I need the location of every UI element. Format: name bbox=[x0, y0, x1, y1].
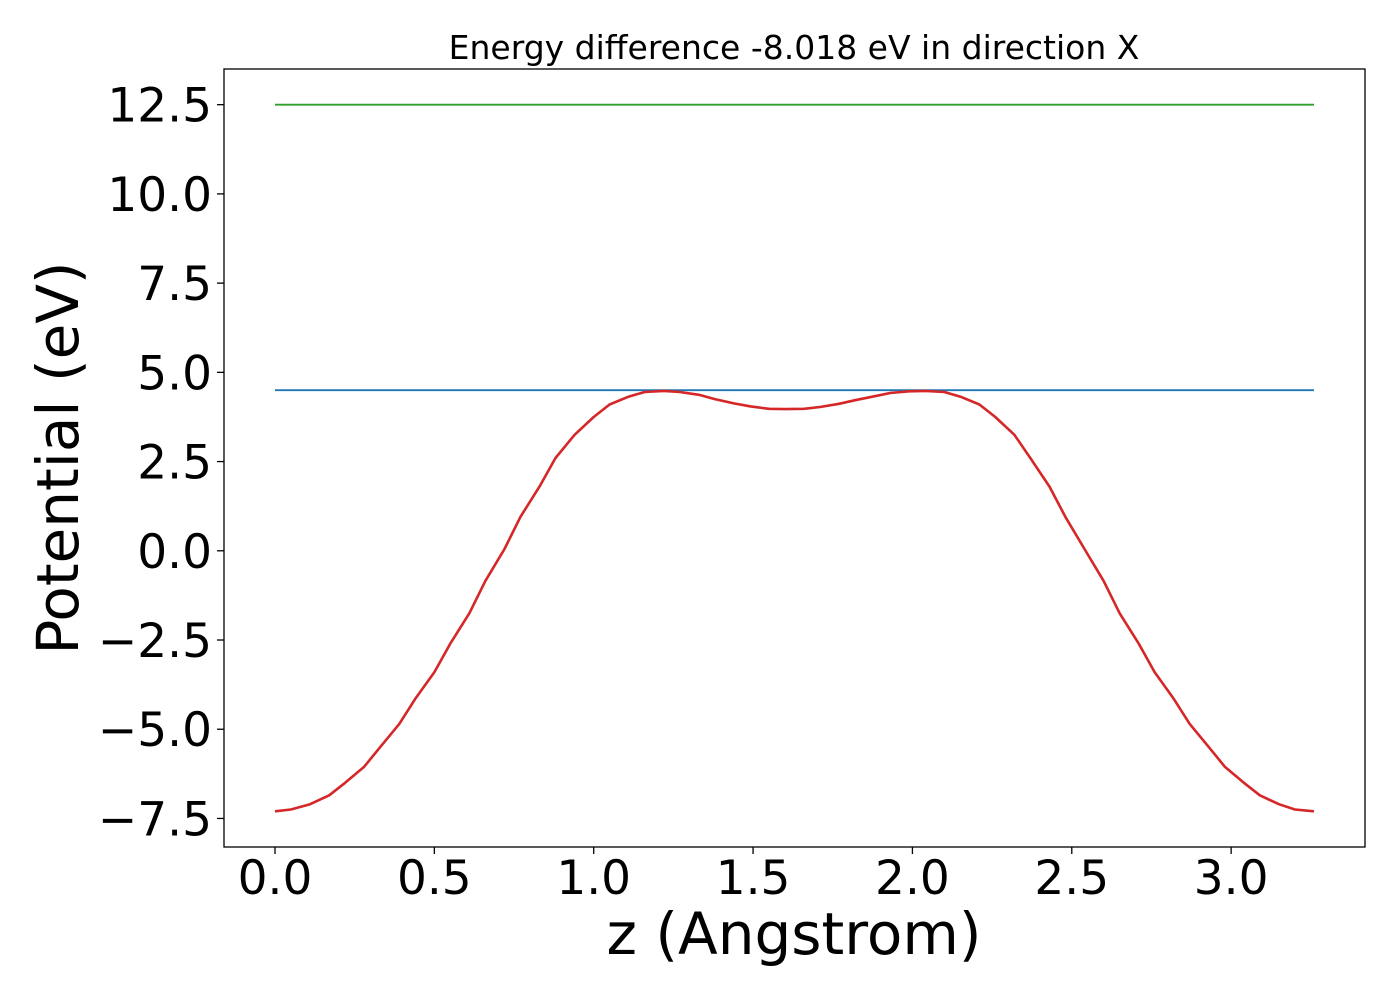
y-tick-label: 10.0 bbox=[107, 168, 212, 223]
y-tick-label: 12.5 bbox=[107, 79, 212, 134]
x-axis-label: z (Angstrom) bbox=[607, 900, 982, 968]
x-axis-ticks: 0.0 0.5 1.0 1.5 2.0 2.5 3.0 bbox=[238, 847, 1269, 906]
x-tick-label: 1.5 bbox=[716, 851, 791, 906]
chart-title: Energy difference -8.018 eV in direction… bbox=[449, 28, 1140, 67]
x-tick-label: 1.0 bbox=[556, 851, 631, 906]
x-tick-label: 0.0 bbox=[238, 851, 313, 906]
y-tick-label: 7.5 bbox=[137, 257, 212, 312]
y-tick-label: 0.0 bbox=[137, 525, 212, 580]
y-tick-label: 2.5 bbox=[137, 436, 212, 491]
x-tick-label: 2.0 bbox=[875, 851, 950, 906]
x-tick-label: 2.5 bbox=[1034, 851, 1109, 906]
y-tick-label: −5.0 bbox=[98, 703, 212, 758]
y-tick-label: 5.0 bbox=[137, 346, 212, 401]
plot-frame bbox=[223, 68, 1366, 848]
x-tick-label: 3.0 bbox=[1194, 851, 1269, 906]
series-line-2 bbox=[274, 389, 1315, 813]
y-axis-label: Potential (eV) bbox=[24, 261, 92, 654]
y-tick-label: −7.5 bbox=[98, 792, 212, 847]
series-layer bbox=[274, 103, 1315, 813]
x-tick-label: 0.5 bbox=[397, 851, 472, 906]
y-axis-ticks: −7.5 −5.0 −2.5 0.0 2.5 5.0 7.5 10.0 12.5 bbox=[98, 79, 224, 847]
y-tick-label: −2.5 bbox=[98, 614, 212, 669]
